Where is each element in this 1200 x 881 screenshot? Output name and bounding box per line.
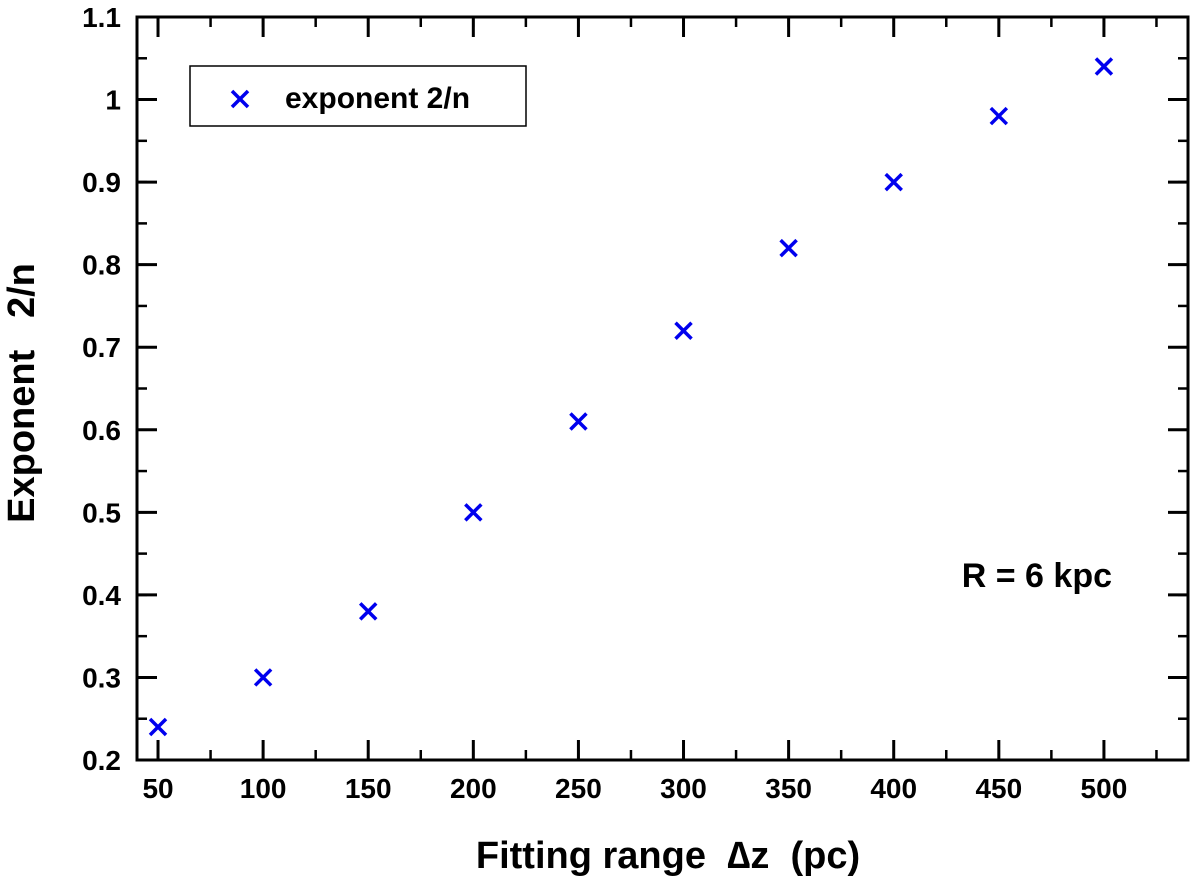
data-point bbox=[989, 106, 1009, 126]
y-tick-label: 0.8 bbox=[82, 250, 121, 281]
y-tick-labels: 0.2 0.3 0.4 0.5 0.6 0.7 0.8 0.9 1 1.1 bbox=[82, 2, 121, 776]
x-tick-label: 200 bbox=[450, 773, 497, 804]
y-tick-label: 0.4 bbox=[82, 580, 121, 611]
legend-marker bbox=[230, 89, 250, 109]
data-point bbox=[569, 412, 588, 431]
plot-frame bbox=[135, 15, 1190, 762]
axis-ticks bbox=[137, 15, 1188, 762]
annotation-radius: R = 6 kpc bbox=[962, 557, 1112, 595]
data-point bbox=[464, 503, 483, 522]
y-tick-label: 0.7 bbox=[82, 332, 121, 363]
data-point bbox=[779, 238, 798, 258]
data-point bbox=[253, 668, 273, 687]
data-point bbox=[148, 717, 168, 737]
x-tick-label: 50 bbox=[142, 773, 173, 804]
y-axis-label: Exponent 2/n bbox=[1, 263, 43, 523]
legend-label: exponent 2/n bbox=[285, 82, 470, 115]
data-point bbox=[884, 172, 903, 192]
data-points bbox=[148, 57, 1114, 737]
y-tick-label: 1 bbox=[105, 85, 121, 116]
x-tick-label: 500 bbox=[1081, 773, 1128, 804]
data-point bbox=[358, 602, 378, 621]
data-point bbox=[1094, 57, 1114, 76]
x-tick-labels: 50 100 150 200 250 300 350 400 450 500 bbox=[142, 773, 1127, 804]
x-tick-label: 250 bbox=[555, 773, 602, 804]
x-tick-label: 300 bbox=[660, 773, 707, 804]
y-tick-label: 0.2 bbox=[82, 745, 121, 776]
legend-box bbox=[189, 65, 527, 127]
x-tick-label: 350 bbox=[765, 773, 812, 804]
x-tick-label: 100 bbox=[240, 773, 287, 804]
x-tick-label: 450 bbox=[975, 773, 1022, 804]
y-tick-label: 0.9 bbox=[82, 167, 121, 198]
x-axis-label: Fitting range ∆z (pc) bbox=[476, 835, 860, 877]
data-point bbox=[674, 321, 693, 340]
y-tick-label: 0.6 bbox=[82, 415, 121, 446]
x-tick-label: 400 bbox=[870, 773, 917, 804]
y-tick-label: 0.3 bbox=[82, 662, 121, 693]
legend-marker-x bbox=[230, 89, 250, 109]
x-tick-label: 150 bbox=[345, 773, 392, 804]
y-tick-label: 0.5 bbox=[82, 497, 121, 528]
y-tick-label: 1.1 bbox=[82, 2, 121, 33]
legend: exponent 2/n bbox=[189, 65, 527, 127]
